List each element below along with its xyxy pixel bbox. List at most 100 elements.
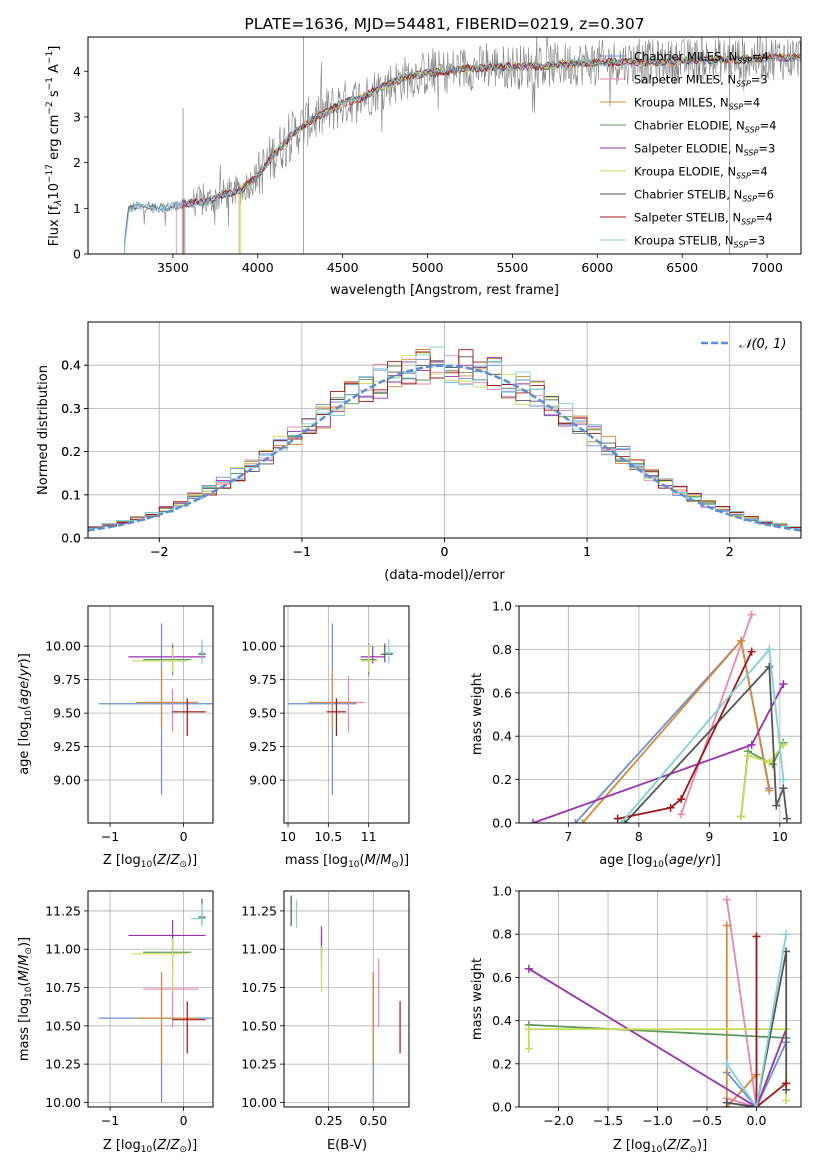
y-tick-label: 1.0: [492, 884, 512, 899]
weight-vs-age-line-7: [617, 651, 753, 820]
y-tick-label: 0.3: [61, 401, 81, 416]
x-tick-label: −2: [150, 544, 168, 559]
y-tick-label: 0.8: [492, 927, 512, 942]
legend-label-5: Kroupa ELODIE, NSSP=4: [634, 165, 768, 181]
y-tick-label: 11.25: [241, 903, 277, 918]
x-tick-label: −1: [101, 829, 119, 844]
x-tick-label: 11: [361, 829, 377, 844]
y-tick-label: 0.1: [61, 487, 81, 502]
x-tick-label: 0: [180, 829, 188, 844]
residuals-frame: [87, 321, 802, 539]
mass-vs-ebv-points: [290, 895, 401, 1103]
weight-vs-Z-marker-7: [782, 1079, 791, 1088]
weight-vs-age-marker-8: [765, 645, 774, 654]
y-tick-label: 0.0: [492, 816, 512, 831]
x-tick-label: 1: [583, 544, 591, 559]
y-tick-label: 0.2: [61, 444, 81, 459]
mass-vs-Z-xlabel: Z [log10(Z/Z⊙)]: [103, 1138, 197, 1155]
legend-label-3: Chabrier ELODIE, NSSP=4: [634, 119, 776, 135]
weight-vs-age-marker-6: [782, 814, 791, 823]
age-vs-mass-points: [288, 623, 393, 795]
weight-vs-age-marker-5: [737, 812, 746, 821]
y-tick-label: 3: [73, 109, 81, 124]
weight-vs-Z-series: [524, 895, 791, 1107]
y-tick-label: 0.6: [492, 970, 512, 985]
weight-vs-age-marker-4: [779, 680, 788, 689]
y-tick-label: 9.00: [53, 773, 81, 788]
x-tick-label: −1: [101, 1113, 119, 1128]
y-tick-label: 0.6: [492, 685, 512, 700]
weight-vs-age-marker-8: [617, 819, 626, 823]
weight-vs-age-marker-2: [737, 636, 746, 645]
mass-vs-ebv-panel: 0.25 0.50 10.00 10.25 10.50 10.75 11.00 11.25: [241, 890, 410, 1128]
axis-labels: Flux [fλ10−17 erg cm−2 s−1 A−1] waveleng…: [17, 46, 721, 1155]
age-vs-Z-frame: [87, 605, 214, 824]
weight-vs-age-marker-5: [779, 740, 788, 749]
weight-vs-Z-marker-2: [722, 921, 731, 930]
y-tick-label: 1.0: [492, 599, 512, 614]
weight-vs-Z-xlabel: Z [log10(Z/Z⊙)]: [613, 1138, 707, 1155]
x-tick-label: −1.5: [593, 1113, 623, 1128]
spectrum-data-line: [124, 37, 801, 244]
residuals-axes: −2 −1 0 1 2 0.0 0.1 0.2 0.3 0.4: [61, 358, 734, 559]
y-tick-label: 11.25: [45, 903, 81, 918]
weight-vs-age-series: [529, 610, 791, 823]
x-tick-label: 7000: [751, 260, 783, 275]
y-tick-label: 10.00: [45, 1095, 81, 1110]
weight-vs-Z-line-2: [725, 925, 758, 1107]
weight-vs-age-marker-6: [772, 801, 781, 810]
weight-vs-Z-line-3: [528, 1024, 787, 1039]
x-tick-label: −0.5: [692, 1113, 722, 1128]
weight-vs-Z-marker-5: [524, 1044, 533, 1053]
weight-vs-age-marker-5: [765, 758, 774, 767]
y-tick-label: 0: [73, 247, 81, 262]
x-tick-label: 3500: [157, 260, 189, 275]
legend-label-7: Salpeter STELIB, NSSP=4: [634, 211, 773, 227]
weight-vs-Z-marker-5: [524, 1025, 533, 1034]
spectrum-plot: [124, 37, 801, 254]
x-tick-label: 0.0: [747, 1113, 767, 1128]
weight-vs-age-marker-7: [677, 795, 686, 804]
weight-vs-age-marker-2: [765, 786, 774, 795]
weight-vs-age-marker-5: [744, 751, 753, 760]
weight-vs-age-marker-1: [677, 810, 686, 819]
x-tick-label: 8: [635, 829, 643, 844]
x-tick-label: 0.25: [315, 1113, 343, 1128]
y-tick-label: 9.00: [249, 773, 277, 788]
legend-label-0: Chabrier MILES, NSSP=4: [634, 50, 769, 66]
x-tick-label: 2: [726, 544, 734, 559]
figure-title: PLATE=1636, MJD=54481, FIBERID=0219, z=0…: [244, 15, 644, 33]
age-vs-Z-points: [99, 623, 213, 795]
weight-vs-age-line-1: [680, 614, 753, 815]
y-tick-label: 11.00: [45, 942, 81, 957]
x-tick-label: 4000: [242, 260, 274, 275]
y-tick-label: 10.00: [241, 639, 277, 654]
x-tick-label: −1: [293, 544, 311, 559]
residuals-grid: −2 −1 0 1 2 0 0.1 0.2 0.3 0.4: [61, 322, 801, 559]
y-tick-label: 11.00: [241, 942, 277, 957]
age-vs-Z-xlabel: Z [log10(Z/Z⊙)]: [103, 853, 197, 870]
spectrum-axes: 3500 4000 4500 5000 5500 6000 6500 7000 0 1 2 3 4: [73, 64, 783, 275]
residuals-panel: −2 −1 0 1 2 0 0.1 0.2 0.3 0.4 −2 −1 0 1 2 0.0 0.1 0.2 0.3…: [61, 321, 802, 559]
y-tick-label: 10.75: [45, 980, 81, 995]
y-tick-label: 9.25: [249, 739, 277, 754]
weight-vs-Z-marker-8: [722, 1059, 731, 1068]
x-tick-label: 4500: [327, 260, 359, 275]
y-tick-label: 10.25: [241, 1057, 277, 1072]
y-tick-label: 0.1: [61, 487, 81, 502]
weight-vs-age-xlabel: age [log10(age/yr)]: [599, 853, 721, 870]
weight-vs-age-marker-8: [779, 775, 788, 784]
y-tick-label: 0.3: [61, 401, 81, 416]
y-tick-label: 4: [73, 64, 81, 79]
spectrum-legend: Chabrier MILES, NSSP=4 Salpeter MILES, NS…: [600, 50, 776, 250]
x-tick-label: 7: [564, 829, 572, 844]
weight-vs-age-marker-7: [747, 647, 756, 656]
legend-label-8: Kroupa STELIB, NSSP=3: [634, 234, 765, 250]
residuals-xlabel: (data-model)/error: [384, 568, 505, 583]
y-tick-label: 9.50: [249, 706, 277, 721]
spectrum-frame: [87, 36, 802, 255]
mass-vs-Z-points: [99, 898, 213, 1103]
x-tick-label: 0: [441, 544, 449, 559]
legend-label-2: Kroupa MILES, NSSP=4: [634, 96, 760, 112]
weight-vs-age-marker-0: [571, 819, 580, 823]
